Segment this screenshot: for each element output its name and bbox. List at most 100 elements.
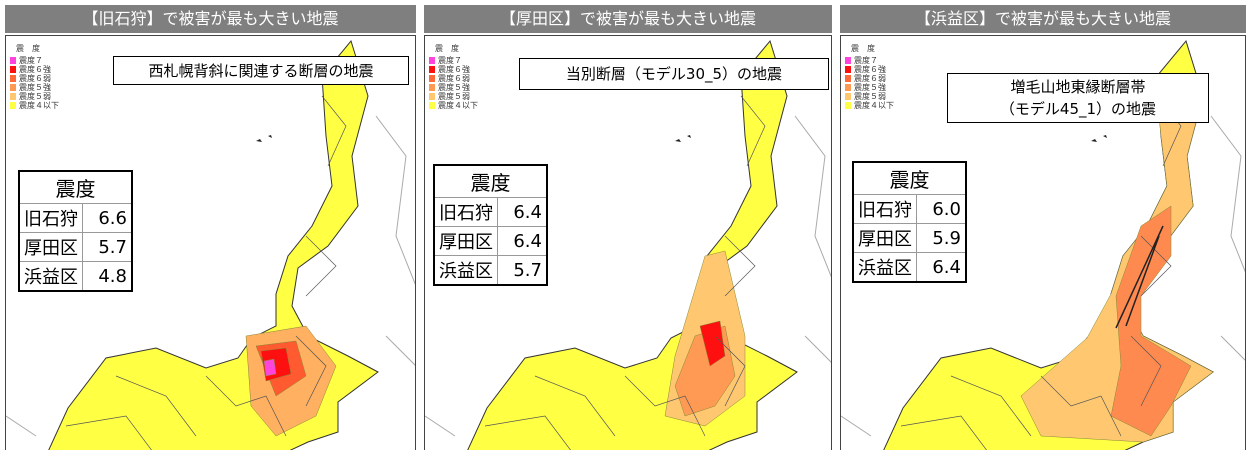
legend-item: 震度６強 <box>429 65 478 74</box>
legend-title: 震 度 <box>435 44 478 53</box>
legend-item: 震度５強 <box>10 83 59 92</box>
scenario-box: 西札幌背斜に関連する断層の地震 <box>113 56 409 85</box>
legend-item: 震度７ <box>845 56 894 65</box>
legend: 震 度震度７震度６強震度６弱震度５強震度５弱震度４以下 <box>429 44 478 110</box>
scenario-text: 当別断層（モデル30_5）の地震 <box>520 63 828 85</box>
district-name: 浜益区 <box>434 256 498 286</box>
scenario-text: 西札幌背斜に関連する断層の地震 <box>114 60 408 82</box>
legend-label: 震度６強 <box>19 65 51 74</box>
legend-swatch <box>10 57 16 64</box>
legend-swatch <box>10 93 16 100</box>
legend-swatch <box>845 93 851 100</box>
legend-item: 震度７ <box>10 56 59 65</box>
legend-label: 震度５弱 <box>19 92 51 101</box>
intensity-value: 5.7 <box>83 233 133 262</box>
table-header: 震度 <box>853 162 966 195</box>
district-name: 旧石狩 <box>853 195 917 224</box>
legend-swatch <box>429 102 435 109</box>
legend-item: 震度４以下 <box>429 101 478 110</box>
legend-item: 震度７ <box>429 56 478 65</box>
legend-label: 震度６強 <box>854 65 886 74</box>
legend-label: 震度６弱 <box>438 74 470 83</box>
district-name: 厚田区 <box>19 233 83 262</box>
intensity-value: 4.8 <box>83 262 133 292</box>
island <box>256 135 272 142</box>
scenario-text: （モデル45_1）の地震 <box>948 98 1208 120</box>
legend-label: 震度５強 <box>854 83 886 92</box>
legend-swatch <box>10 84 16 91</box>
legend-item: 震度６強 <box>845 65 894 74</box>
legend-title: 震 度 <box>16 44 59 53</box>
district-name: 旧石狩 <box>434 198 498 227</box>
legend-label: 震度７ <box>854 56 878 65</box>
legend-swatch <box>10 75 16 82</box>
intensity-value: 6.6 <box>83 204 133 233</box>
legend-swatch <box>10 102 16 109</box>
legend-item: 震度５弱 <box>10 92 59 101</box>
legend-swatch <box>429 75 435 82</box>
page: (() => { const data = JSON.parse(documen… <box>0 0 1246 450</box>
intensity-value: 6.4 <box>917 253 967 283</box>
legend-item: 震度４以下 <box>10 101 59 110</box>
legend-label: 震度６弱 <box>854 74 886 83</box>
intensity-value: 6.0 <box>917 195 967 224</box>
map-area: 震 度震度７震度６強震度６弱震度５強震度５弱震度４以下当別断層（モデル30_5）… <box>424 35 832 450</box>
panel-header: 【厚田区】で被害が最も大きい地震 <box>424 5 832 33</box>
legend-swatch <box>429 66 435 73</box>
legend-item: 震度６弱 <box>10 74 59 83</box>
intensity-zone <box>264 359 276 376</box>
table-header: 震度 <box>434 165 547 198</box>
scenario-box: 増毛山地東縁断層帯（モデル45_1）の地震 <box>947 73 1209 123</box>
legend-label: 震度４以下 <box>438 101 478 110</box>
intensity-value: 6.4 <box>498 198 548 227</box>
panel-header: 【浜益区】で被害が最も大きい地震 <box>840 5 1246 33</box>
legend-item: 震度６強 <box>10 65 59 74</box>
intensity-table: 震度旧石狩6.6厚田区5.7浜益区4.8 <box>18 170 133 292</box>
legend-label: 震度５弱 <box>854 92 886 101</box>
legend-label: 震度５強 <box>438 83 470 92</box>
table-header-row: 震度 <box>853 162 966 195</box>
legend-label: 震度６弱 <box>19 74 51 83</box>
legend-item: 震度６弱 <box>429 74 478 83</box>
legend-label: 震度５強 <box>19 83 51 92</box>
scenario-text: 増毛山地東縁断層帯 <box>948 76 1208 98</box>
legend-swatch <box>429 93 435 100</box>
legend-item: 震度６弱 <box>845 74 894 83</box>
scenario-box: 当別断層（モデル30_5）の地震 <box>519 58 829 90</box>
legend-label: 震度６強 <box>438 65 470 74</box>
table-row: 浜益区4.8 <box>19 262 132 292</box>
panel-header: 【旧石狩】で被害が最も大きい地震 <box>5 5 416 33</box>
legend-swatch <box>429 57 435 64</box>
district-name: 浜益区 <box>19 262 83 292</box>
intensity-zone <box>1111 206 1191 436</box>
legend-label: 震度４以下 <box>854 101 894 110</box>
legend-item: 震度５弱 <box>845 92 894 101</box>
table-header: 震度 <box>19 171 132 204</box>
district-name: 旧石狩 <box>19 204 83 233</box>
district-name: 厚田区 <box>853 224 917 253</box>
table-header-row: 震度 <box>19 171 132 204</box>
legend-swatch <box>845 66 851 73</box>
legend-label: 震度７ <box>19 56 43 65</box>
legend-label: 震度７ <box>438 56 462 65</box>
legend-item: 震度５強 <box>845 83 894 92</box>
table-header-row: 震度 <box>434 165 547 198</box>
legend-title: 震 度 <box>851 44 894 53</box>
legend-swatch <box>845 75 851 82</box>
